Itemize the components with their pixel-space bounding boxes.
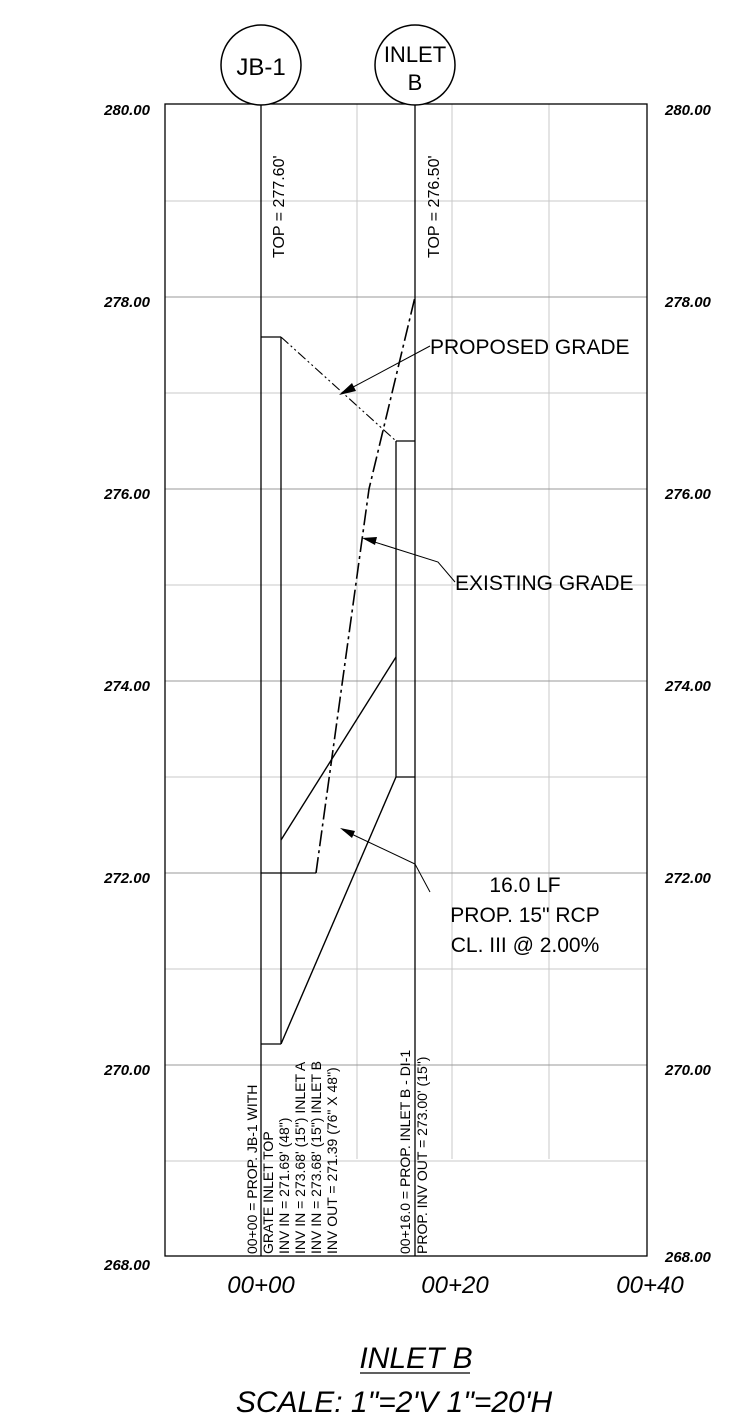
svg-text:00+40: 00+40 <box>616 1272 684 1299</box>
station-labels: 00+00 00+20 00+40 <box>227 1272 684 1299</box>
jb1-structure-label: JB-1 <box>236 54 285 81</box>
svg-text:00+00 = PROP. JB-1 WITH: 00+00 = PROP. JB-1 WITH <box>244 1085 260 1254</box>
jb1-structure <box>261 336 316 1045</box>
existing-grade-callout: EXISTING GRADE <box>455 572 634 595</box>
jb1-notes: 00+00 = PROP. JB-1 WITH GRATE INLET TOP … <box>244 1061 340 1254</box>
svg-text:268.00: 268.00 <box>103 1257 151 1274</box>
svg-text:268.00: 268.00 <box>664 1249 712 1266</box>
svg-text:274.00: 274.00 <box>664 678 712 695</box>
svg-text:280.00: 280.00 <box>664 102 712 119</box>
pipe-callout-line1: 16.0 LF <box>489 874 560 897</box>
leaders <box>341 345 456 893</box>
inletb-top-label: TOP = 276.50' <box>426 155 443 258</box>
inletb-structure-label-line2: B <box>408 70 423 95</box>
svg-text:272.00: 272.00 <box>664 870 712 887</box>
svg-text:278.00: 278.00 <box>103 294 151 311</box>
svg-text:INV IN = 273.68' (15") INLET A: INV IN = 273.68' (15") INLET A <box>292 1061 308 1254</box>
svg-text:00+20: 00+20 <box>421 1272 489 1299</box>
svg-text:274.00: 274.00 <box>103 678 151 695</box>
svg-text:INV IN = 273.68' (15") INLET B: INV IN = 273.68' (15") INLET B <box>308 1061 324 1254</box>
pipe-profile <box>280 656 397 1045</box>
svg-text:INV IN = 271.69' (48"): INV IN = 271.69' (48") <box>276 1118 292 1254</box>
grid <box>165 104 647 1162</box>
inletb-structure <box>395 440 415 778</box>
elevation-labels-left: 280.00 278.00 276.00 274.00 272.00 270.0… <box>103 102 151 1274</box>
existing-grade-line <box>315 296 416 874</box>
svg-text:278.00: 278.00 <box>664 294 712 311</box>
svg-text:270.00: 270.00 <box>103 1062 151 1079</box>
inletb-structure-label-line1: INLET <box>384 42 446 67</box>
proposed-grade-callout: PROPOSED GRADE <box>430 336 630 359</box>
drawing-title: INLET B <box>359 1342 472 1375</box>
svg-text:00+00: 00+00 <box>227 1272 295 1299</box>
jb1-structure-circle <box>220 24 302 106</box>
proposed-grade-line <box>280 336 397 442</box>
pipe-callout-line2: PROP. 15" RCP <box>450 904 599 927</box>
arrowheads <box>339 383 377 838</box>
elevation-labels-right: 280.00 278.00 276.00 274.00 272.00 270.0… <box>664 102 712 1266</box>
svg-text:280.00: 280.00 <box>103 102 151 119</box>
jb1-top-label: TOP = 277.60' <box>271 155 288 258</box>
inletb-structure-circle <box>374 24 456 106</box>
pipe-callout-line3: CL. III @ 2.00% <box>451 934 600 957</box>
svg-text:00+16.0 = PROP. INLET B - DI-1: 00+16.0 = PROP. INLET B - DI-1 <box>397 1050 413 1254</box>
drawing-scale: SCALE: 1"=2'V 1"=20'H <box>236 1386 553 1419</box>
svg-text:PROP. INV OUT = 273.00' (15"): PROP. INV OUT = 273.00' (15") <box>414 1057 430 1254</box>
svg-text:276.00: 276.00 <box>103 486 151 503</box>
svg-text:INV OUT = 271.39 (76" X 48"): INV OUT = 271.39 (76" X 48") <box>324 1067 340 1254</box>
inletb-notes: 00+16.0 = PROP. INLET B - DI-1 PROP. INV… <box>397 1050 430 1254</box>
svg-text:272.00: 272.00 <box>103 870 151 887</box>
svg-text:GRATE INLET TOP: GRATE INLET TOP <box>260 1131 276 1254</box>
svg-text:270.00: 270.00 <box>664 1062 712 1079</box>
svg-text:276.00: 276.00 <box>664 486 712 503</box>
